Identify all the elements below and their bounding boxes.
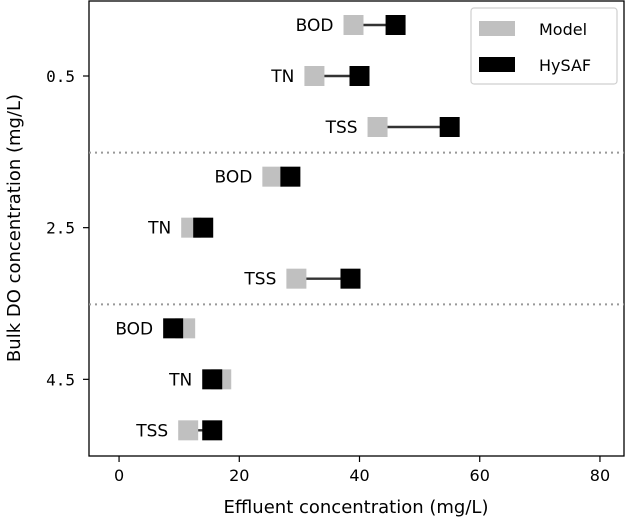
hysaf-marker xyxy=(193,217,214,238)
x-tick-label: 0 xyxy=(114,466,124,485)
hysaf-marker xyxy=(340,268,361,289)
x-axis-title: Effluent concentration (mg/L) xyxy=(224,497,489,518)
legend-label-model: Model xyxy=(539,20,587,39)
hysaf-marker xyxy=(280,166,301,187)
row-label: TSS xyxy=(135,421,168,441)
y-tick-label: 4.5 xyxy=(46,370,75,389)
hysaf-marker xyxy=(202,369,223,390)
x-tick-label: 40 xyxy=(349,466,369,485)
row-label: BOD xyxy=(296,16,334,36)
row-label: BOD xyxy=(115,319,153,339)
hysaf-marker xyxy=(202,420,223,441)
hysaf-marker xyxy=(385,15,406,35)
model-marker xyxy=(262,166,283,187)
row-label: BOD xyxy=(214,168,252,188)
legend: Model HySAF xyxy=(470,7,618,85)
x-tick-label: 20 xyxy=(229,466,249,485)
row-label: TSS xyxy=(243,270,276,290)
legend-swatch-model xyxy=(479,21,515,36)
model-marker xyxy=(178,420,199,441)
model-marker xyxy=(367,117,388,137)
x-tick-label: 60 xyxy=(470,466,490,485)
model-marker xyxy=(286,268,307,289)
row-label: TN xyxy=(168,370,192,390)
model-marker xyxy=(304,66,325,86)
y-tick-label: 2.5 xyxy=(46,219,75,238)
hysaf-marker xyxy=(439,117,460,137)
model-marker xyxy=(343,15,364,35)
legend-label-hysaf: HySAF xyxy=(539,56,591,75)
row-label: TN xyxy=(270,67,294,87)
y-axis-title: Bulk DO concentration (mg/L) xyxy=(4,94,25,362)
hysaf-marker xyxy=(349,66,370,86)
row-label: TSS xyxy=(325,118,358,138)
legend-swatch-hysaf xyxy=(479,57,515,72)
y-tick-label: 0.5 xyxy=(46,67,75,86)
x-tick-label: 80 xyxy=(590,466,610,485)
row-label: TN xyxy=(147,219,171,239)
hysaf-marker xyxy=(163,318,184,339)
plot-frame xyxy=(88,0,625,457)
